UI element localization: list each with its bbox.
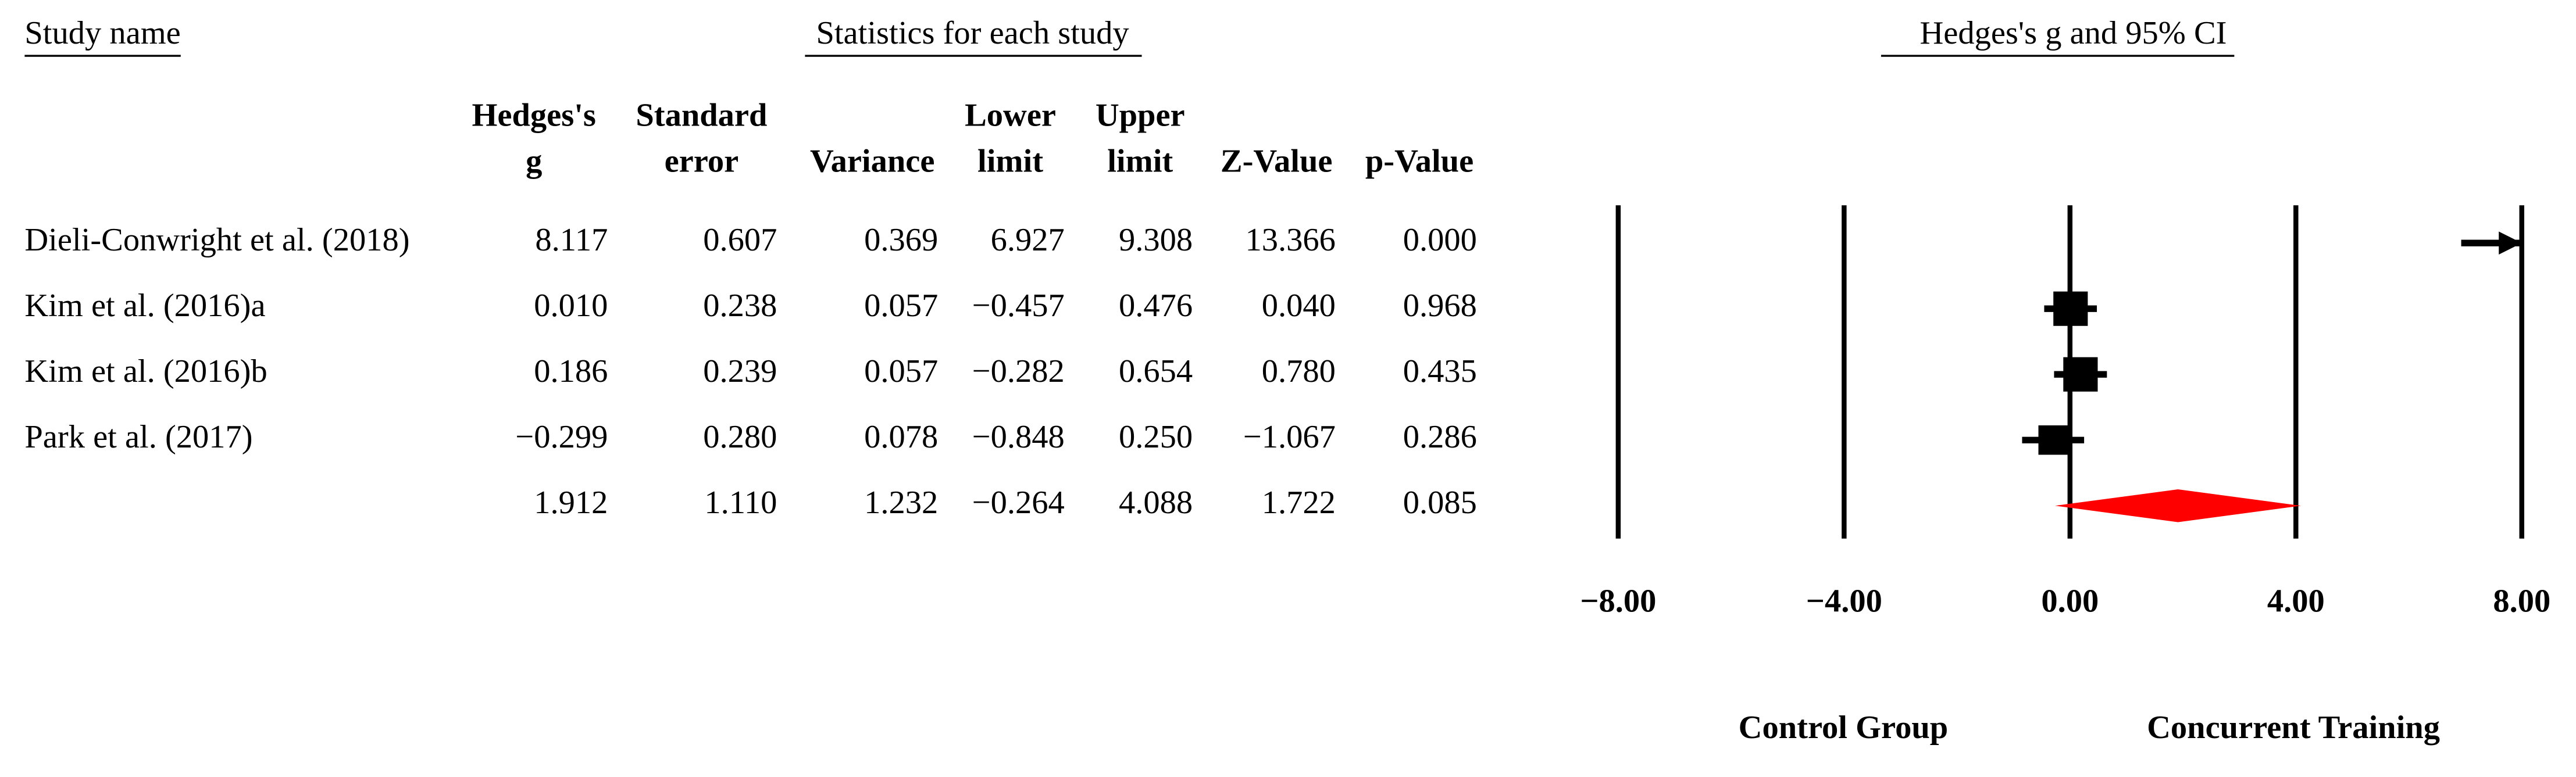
table-cell: 0.085 [1403,485,1477,521]
x-tick-label: 8.00 [2493,583,2550,620]
table-cell: 0.476 [1119,288,1193,324]
column-header: error [665,144,739,180]
column-header: Hedges's [472,97,595,133]
effect-box [2038,425,2068,455]
column-header: g [526,144,542,180]
column-header: p-Value [1365,144,1473,180]
column-header: Variance [810,144,934,180]
table-cell: 8.117 [535,222,608,258]
x-tick-label: −4.00 [1806,583,1882,620]
summary-diamond [2055,489,2301,522]
column-header: Z-Value [1221,144,1333,180]
study-name: Dieli-Conwright et al. (2018) [24,222,409,258]
stats-header: Statistics for each study [816,15,1129,51]
table-cell: 0.435 [1403,353,1477,389]
table-cell: 0.010 [534,288,608,324]
table-cell: 1.722 [1262,485,1336,521]
study-name: Park et al. (2017) [24,419,252,455]
table-cell: 0.250 [1119,419,1193,455]
table-cell: 0.186 [534,353,608,389]
table-cell: 1.232 [864,485,938,521]
table-cell: 0.654 [1119,353,1193,389]
column-header: Standard [636,97,767,133]
arrow-head [2499,231,2522,255]
column-header: Upper [1096,97,1185,133]
table-cell: 0.280 [703,419,777,455]
table-cell: −0.457 [972,288,1065,324]
effect-box [2053,291,2088,326]
x-tick-label: −8.00 [1580,583,1656,620]
table-cell: 0.078 [864,419,938,455]
table-cell: 4.088 [1119,485,1193,521]
column-header: Lower [965,97,1056,133]
study-name: Kim et al. (2016)a [24,288,265,324]
right-label: Concurrent Training [2147,710,2440,746]
table-cell: 0.057 [864,353,938,389]
x-tick-label: 0.00 [2041,583,2099,620]
table-cell: 0.000 [1403,222,1477,258]
left-label: Control Group [1739,710,1949,746]
table-cell: 0.057 [864,288,938,324]
table-cell: 0.780 [1262,353,1336,389]
chart-title: Hedges's g and 95% CI [1919,15,2227,51]
column-header: limit [1107,144,1173,180]
table-cell: 1.110 [704,485,777,521]
table-cell: −0.264 [972,485,1065,521]
table-cell: 0.238 [703,288,777,324]
x-tick-label: 4.00 [2267,583,2325,620]
table-cell: 0.968 [1403,288,1477,324]
plot-area [2022,236,2522,522]
study-header: Study name [24,15,180,51]
table-cell: 0.607 [703,222,777,258]
effect-box [2063,357,2098,392]
table-cell: 0.286 [1403,419,1477,455]
table-cell: 13.366 [1246,222,1336,258]
column-header: limit [977,144,1043,180]
table-cell: 1.912 [534,485,608,521]
table-cell: −0.848 [972,419,1065,455]
table-cell: 0.239 [703,353,777,389]
table-cell: −1.067 [1243,419,1336,455]
table-cell: 0.369 [864,222,938,258]
table-cell: 9.308 [1119,222,1193,258]
table-cell: −0.282 [972,353,1065,389]
table-cell: 6.927 [991,222,1065,258]
table-cell: 0.040 [1262,288,1336,324]
study-name: Kim et al. (2016)b [24,353,267,389]
table-cell: −0.299 [515,419,608,455]
